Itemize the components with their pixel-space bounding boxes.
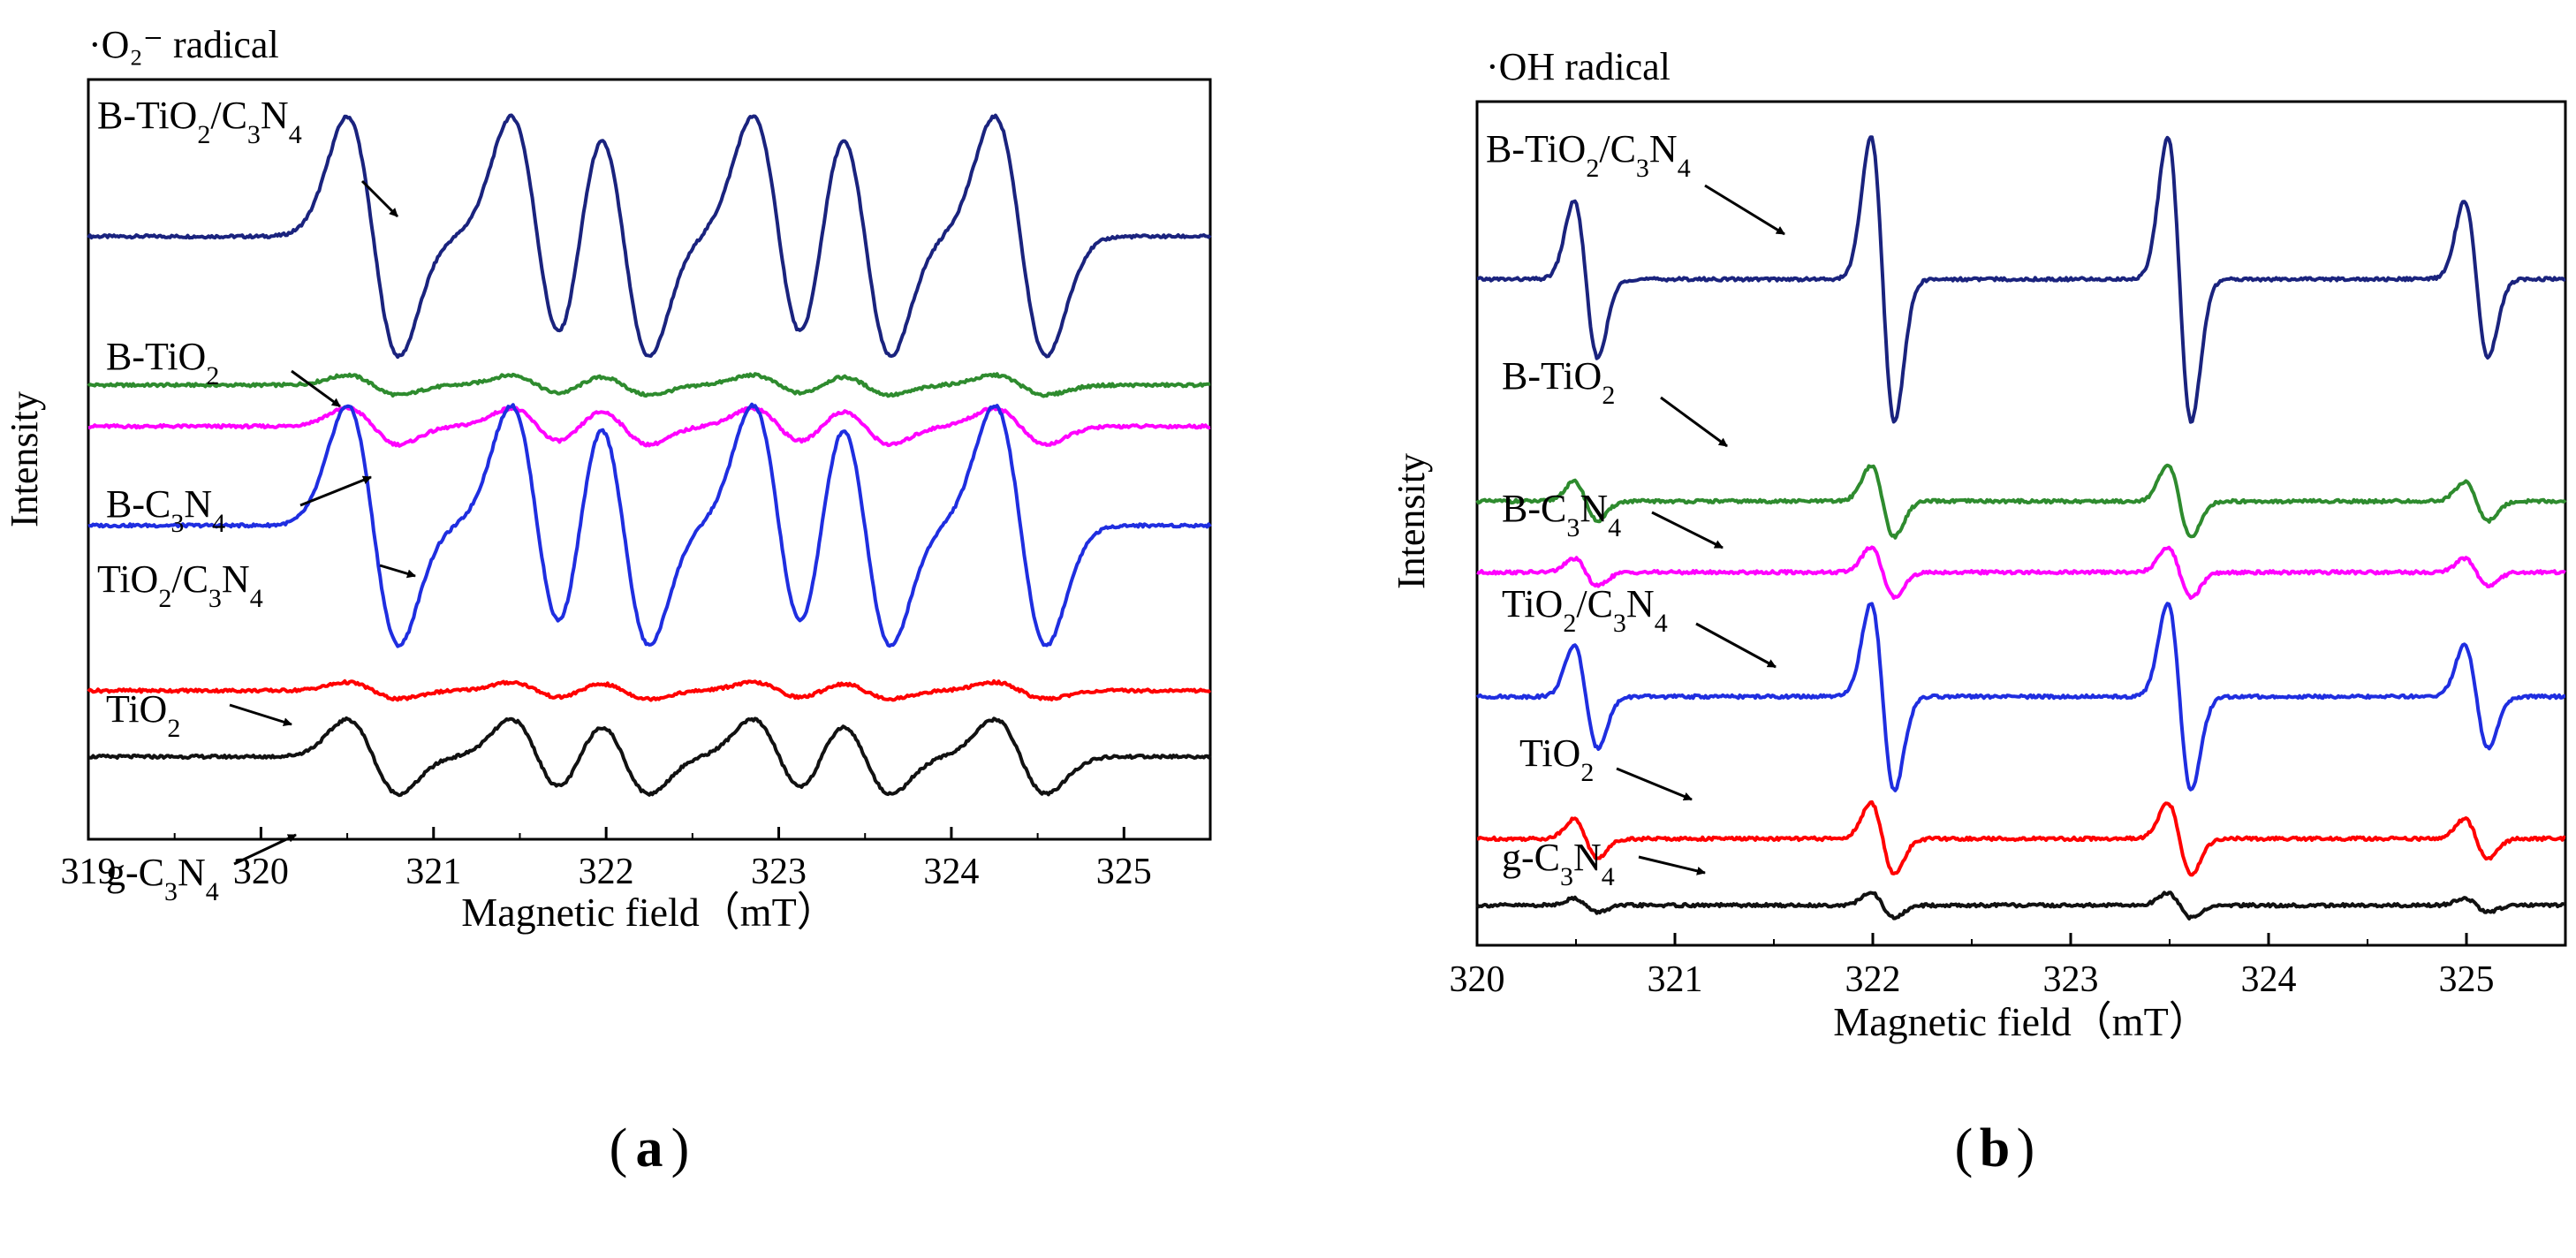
series-label-arrow (1695, 622, 1777, 669)
series-label: g-C3N4 (1502, 836, 1615, 891)
panel-a-series (87, 113, 1212, 798)
series-label: B-TiO2 (106, 335, 219, 390)
panel-b-series (1475, 135, 2567, 921)
x-tick-label: 320 (1450, 959, 1505, 1000)
series-label-arrow (1704, 184, 1785, 236)
svg-text:): ) (2017, 1118, 2035, 1178)
series-label-arrow (299, 475, 372, 507)
series-line (87, 678, 1212, 702)
series-label-arrow (291, 369, 341, 408)
series-label-arrow (1651, 511, 1724, 549)
series-line (87, 372, 1211, 398)
panel-b-title: ·OH radical (1486, 45, 1671, 88)
panel-b-caption: ( b ) (1955, 1118, 2035, 1178)
series-label-arrow (229, 703, 292, 727)
panel-b-frame (1475, 100, 2567, 947)
series-line (1476, 800, 2566, 877)
x-tick-label: 321 (405, 852, 461, 892)
series-label: TiO2 (106, 687, 180, 743)
panel-a-frame (87, 78, 1212, 841)
series-label-arrow (1616, 767, 1693, 801)
x-tick-label: 319 (61, 852, 117, 892)
panel-a-label: a (636, 1118, 663, 1178)
panel-b-series-labels: B-TiO2/C3N4 B-TiO2 B-C3N4 TiO2/C3N4 TiO2 g-C3… (1486, 127, 1785, 891)
x-tick-label: 320 (233, 852, 289, 892)
series-label: B-C3N4 (1502, 487, 1621, 542)
x-tick-label: 325 (2439, 959, 2495, 1000)
series-label: B-TiO2/C3N4 (97, 94, 302, 149)
panel-a: ·O₂⁻ radical B-TiO2/C3N4 B-TiO2 B-C3N4 TiO2… (3, 23, 1212, 1178)
series-line (87, 113, 1212, 360)
series-line (1475, 890, 2566, 921)
series-line (1475, 602, 2566, 792)
series-label: TiO2/C3N4 (97, 557, 263, 613)
series-label: TiO2 (1519, 731, 1594, 787)
panel-a-series-labels: B-TiO2/C3N4 B-TiO2 B-C3N4 TiO2/C3N4 TiO2 g-C3… (97, 94, 416, 906)
x-tick-label: 322 (1845, 959, 1901, 1000)
series-label-arrow (233, 833, 297, 866)
svg-text:(: ( (610, 1118, 628, 1178)
series-line (1476, 135, 2566, 424)
series-label-arrow (360, 179, 399, 218)
x-tick-label: 323 (2043, 959, 2099, 1000)
x-tick-label: 321 (1648, 959, 1703, 1000)
series-line (1476, 545, 2566, 600)
series-label: B-TiO2/C3N4 (1486, 127, 1691, 183)
series-label-arrow (1660, 396, 1728, 448)
panel-b: ·OH radical B-TiO2/C3N4 B-TiO2 B-C3N4 TiO2/… (1390, 45, 2567, 1178)
panel-a-xlabel: Magnetic field（mT） (461, 890, 837, 935)
panel-b-xlabel: Magnetic field（mT） (1833, 999, 2209, 1044)
x-tick-label: 323 (751, 852, 807, 892)
series-label: B-C3N4 (106, 482, 225, 538)
series-label: B-TiO2 (1502, 354, 1615, 410)
svg-text:): ) (671, 1118, 690, 1178)
series-label-arrow (1638, 855, 1706, 875)
svg-text:(: ( (1955, 1118, 1974, 1178)
x-tick-label: 325 (1096, 852, 1152, 892)
panel-a-title: ·O₂⁻ radical (88, 23, 279, 66)
series-label: TiO2/C3N4 (1502, 582, 1668, 638)
x-tick-label: 322 (579, 852, 634, 892)
panel-a-caption: ( a ) (610, 1118, 690, 1178)
x-tick-label: 324 (2241, 959, 2297, 1000)
panel-a-ylabel: Intensity (3, 391, 46, 527)
panel-b-ylabel: Intensity (1390, 453, 1433, 589)
panel-b-x-ticks: 320 321 322 323 324 325 (1450, 933, 2566, 1000)
panel-a-x-ticks: 319 320 321 322 323 324 325 (61, 827, 1211, 892)
series-line (87, 716, 1212, 798)
series-line (87, 405, 1211, 448)
series-label-arrow (379, 564, 416, 579)
x-tick-label: 324 (923, 852, 979, 892)
series-line (1475, 463, 2567, 540)
series-label: g-C3N4 (106, 851, 219, 906)
series-line (87, 402, 1212, 648)
panel-b-label: b (1980, 1118, 2010, 1178)
